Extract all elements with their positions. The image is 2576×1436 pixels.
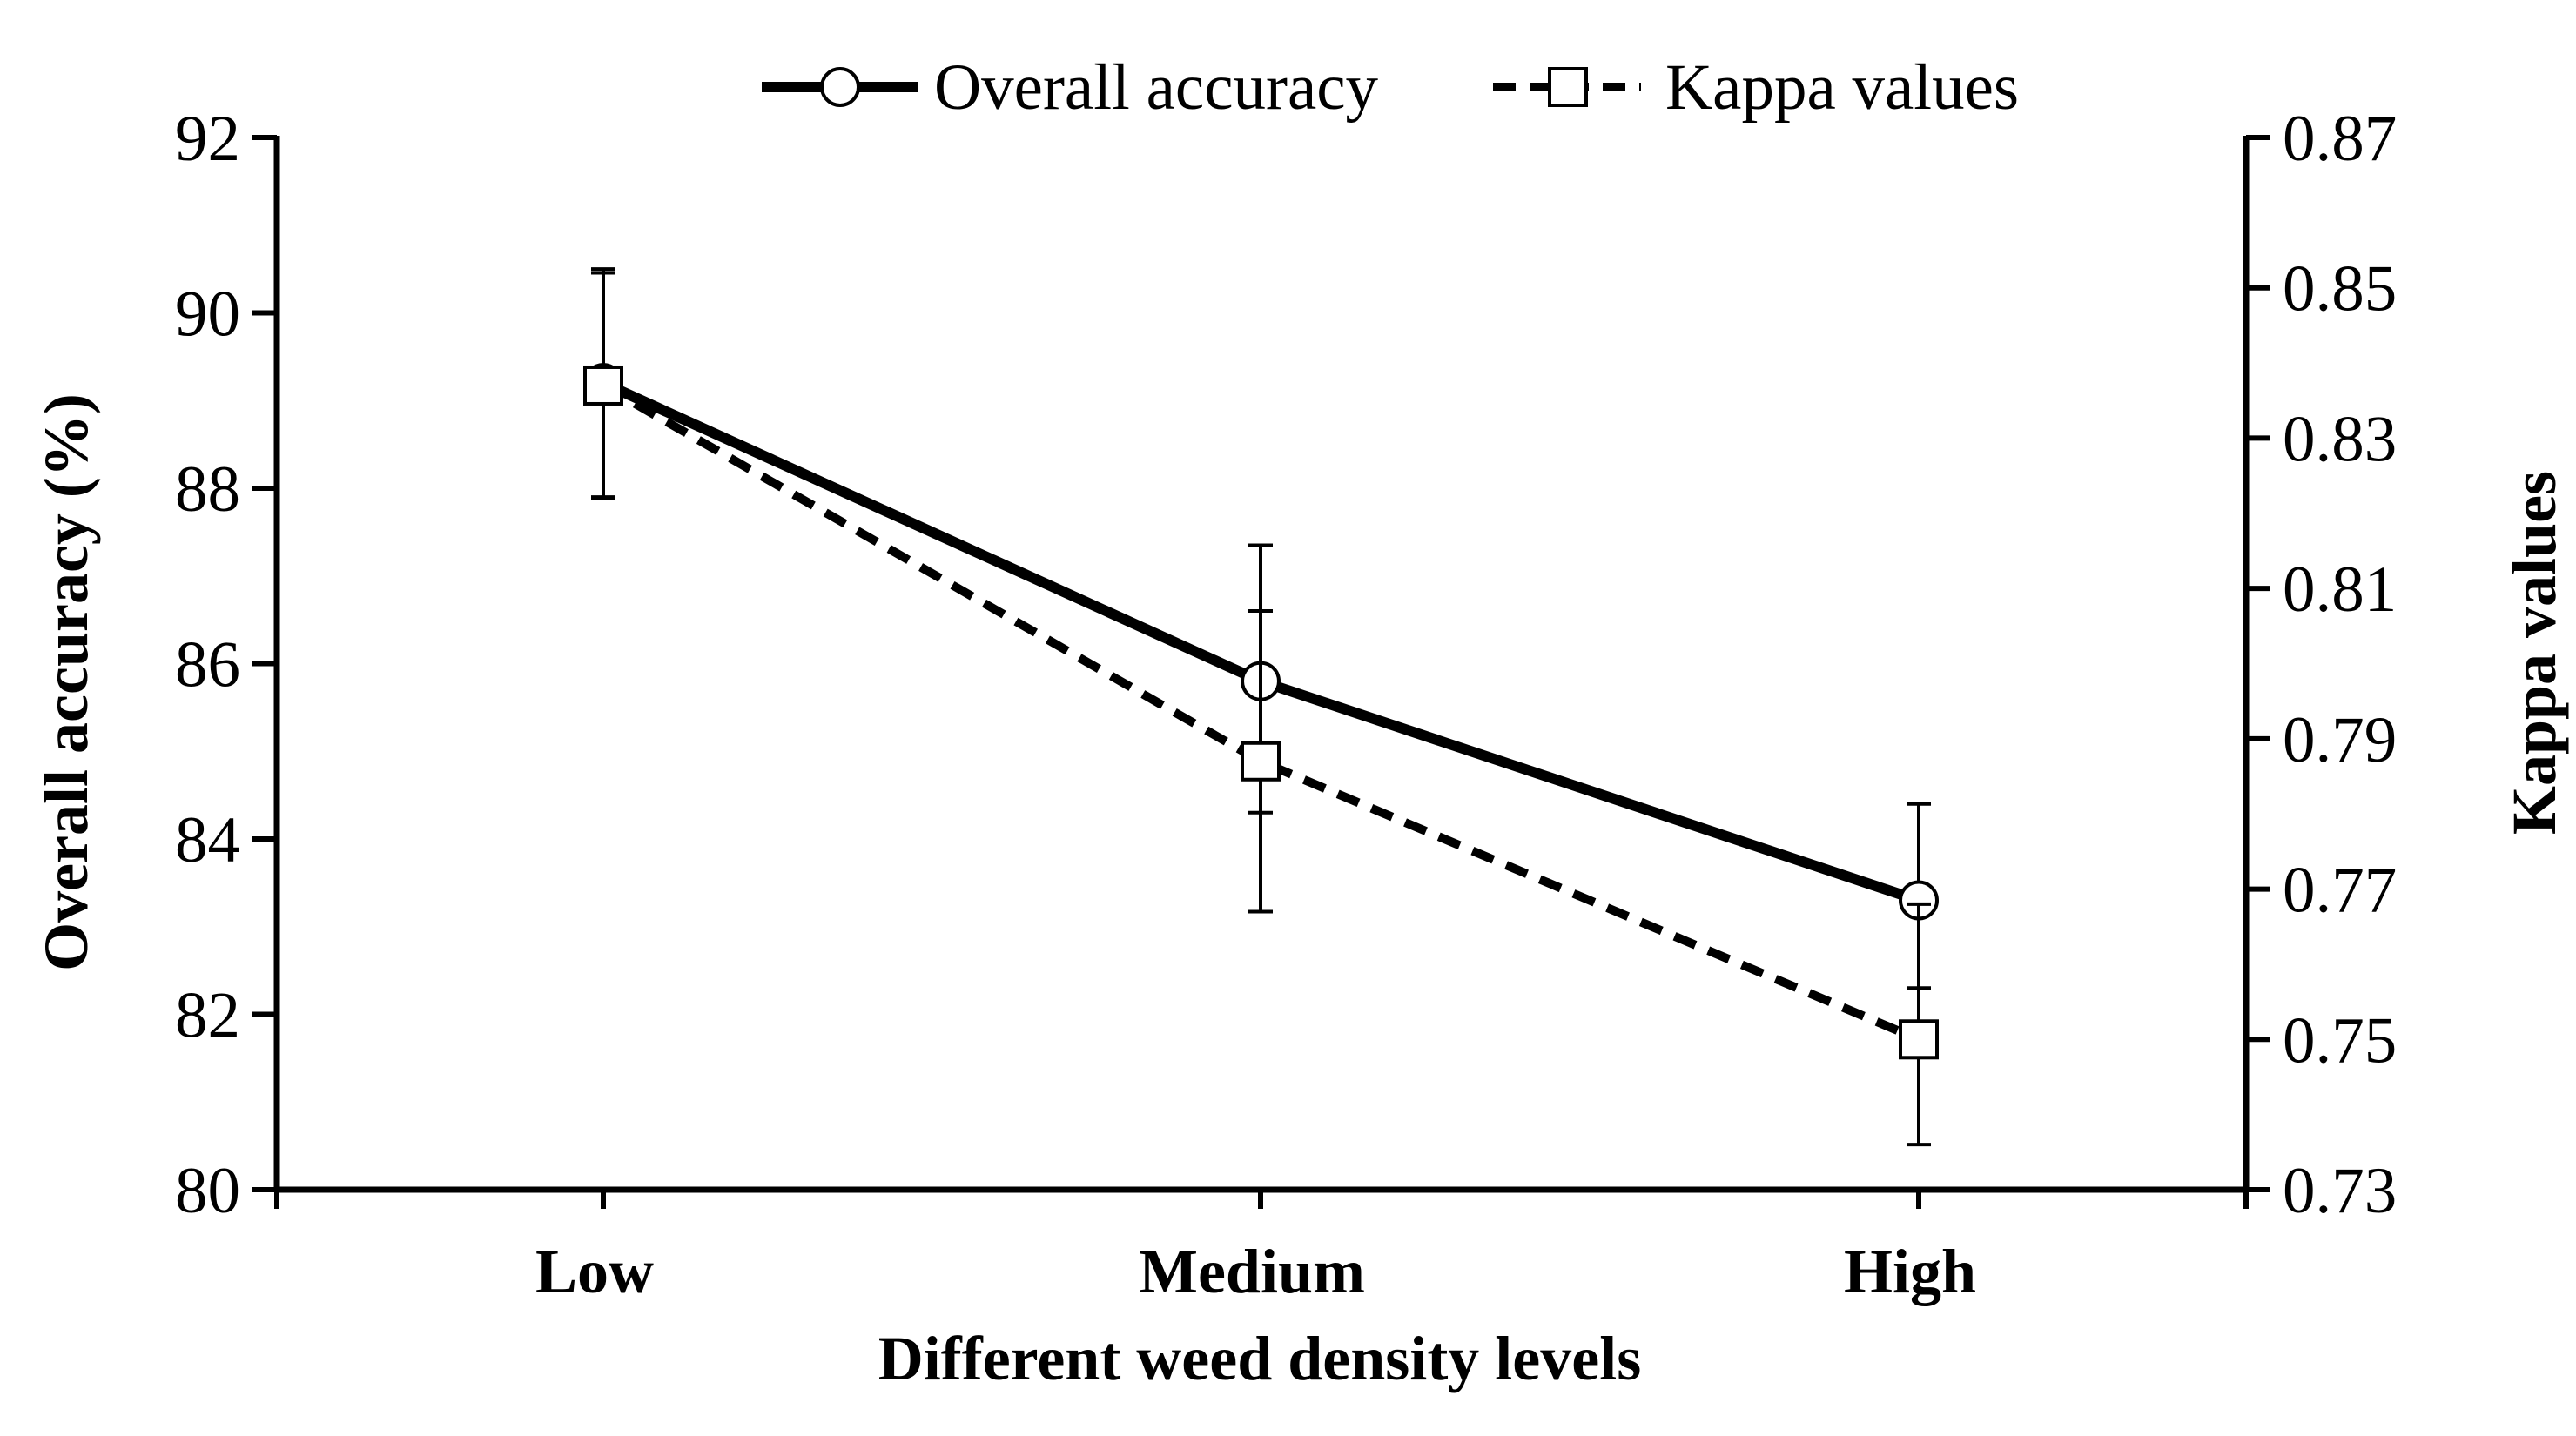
y-axis-right-title: Kappa values bbox=[2499, 471, 2569, 835]
axes: 80 82 84 86 88 90 92 0.73 0.75 0.77 0.79 0.81 0.83 0.… bbox=[175, 103, 2397, 1306]
y-tick-label-left: 86 bbox=[175, 629, 240, 701]
y-tick-label-right: 0.73 bbox=[2283, 1155, 2397, 1227]
y-tick-label-left: 80 bbox=[175, 1155, 240, 1227]
data-point bbox=[1241, 741, 1281, 782]
y-axis-left-title: Overall accuracy (%) bbox=[31, 393, 101, 971]
y-tick-label-right: 0.75 bbox=[2283, 1004, 2397, 1077]
y-tick-label-left: 82 bbox=[175, 980, 240, 1052]
legend-marker-circle bbox=[820, 67, 860, 107]
legend-label-overall-accuracy: Overall accuracy bbox=[934, 51, 1379, 124]
data-point bbox=[1899, 1019, 1939, 1060]
legend-marker-square bbox=[1548, 67, 1588, 107]
x-axis-title: Different weed density levels bbox=[878, 1324, 1641, 1393]
legend-label-kappa-values: Kappa values bbox=[1665, 51, 2019, 124]
y-tick-label-right: 0.79 bbox=[2283, 704, 2397, 776]
y-tick-label-left: 88 bbox=[175, 453, 240, 526]
y-tick-label-right: 0.77 bbox=[2283, 855, 2397, 927]
data-point bbox=[583, 365, 623, 406]
x-tick-label: Low bbox=[535, 1237, 654, 1306]
series-layer bbox=[583, 267, 1939, 1147]
y-tick-label-right: 0.83 bbox=[2283, 403, 2397, 475]
y-tick-label-right: 0.81 bbox=[2283, 554, 2397, 626]
y-tick-label-left: 92 bbox=[175, 103, 240, 175]
legend: Overall accuracy Kappa values bbox=[762, 51, 2019, 124]
x-tick-label: Medium bbox=[1139, 1237, 1365, 1306]
x-tick-label: High bbox=[1844, 1237, 1976, 1306]
y-tick-label-left: 90 bbox=[175, 278, 240, 351]
y-tick-label-right: 0.87 bbox=[2283, 103, 2397, 175]
y-tick-label-left: 84 bbox=[175, 804, 240, 876]
y-tick-label-right: 0.85 bbox=[2283, 253, 2397, 325]
series-kappa-values bbox=[583, 271, 1939, 1147]
